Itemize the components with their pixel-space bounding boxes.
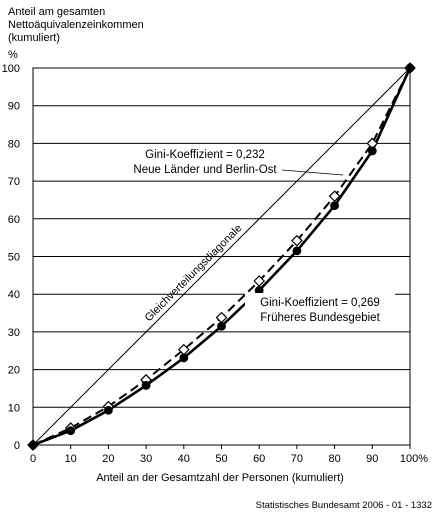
series-1-point: [215, 311, 228, 324]
series-2-point: [254, 286, 264, 295]
x-tick-label: 60: [253, 453, 265, 465]
equality-diagonal: [32, 67, 411, 446]
source-note: Statistisches Bundesamt 2006 - 01 - 1332: [256, 500, 432, 511]
series-2-label: Gini-Koeffizient = 0,269: [260, 297, 380, 309]
series-layer: [27, 62, 416, 451]
y-axis-title: Anteil am gesamtenNettoäquivalenzeinkomm…: [8, 6, 144, 44]
series-1-point: [328, 190, 341, 203]
x-axis-title: Anteil an der Gesamtzahl der Personen (k…: [96, 472, 344, 484]
y-tick-label: 80: [8, 138, 20, 150]
y-tick-label: 70: [8, 176, 20, 188]
x-tick-label: 100%: [400, 453, 428, 465]
series-2-label: Früheres Bundesgebiet: [260, 312, 380, 324]
series-1-leader-line: [281, 169, 344, 176]
y-axis-title-line: Nettoäquivalenzeinkommen: [8, 19, 144, 31]
x-tick-label: 10: [65, 453, 77, 465]
y-axis-title-line: (kumuliert): [8, 32, 60, 44]
x-tick-label: 70: [291, 453, 303, 465]
y-axis-title-line: Anteil am gesamten: [8, 6, 105, 18]
series-1-point: [253, 275, 266, 287]
y-tick-label: 0: [14, 440, 20, 452]
series-2-point: [104, 405, 113, 415]
series-2-point: [28, 440, 38, 450]
y-tick-label: 40: [8, 289, 20, 301]
series-1-label: Gini-Koeffizient = 0,232: [145, 149, 265, 161]
series-1-point: [291, 234, 303, 247]
y-tick-label: 90: [8, 101, 20, 113]
series-label-background: [245, 293, 395, 325]
series-2-point: [330, 201, 339, 211]
y-tick-label: 60: [8, 214, 20, 226]
y-tick-label: 50: [8, 252, 20, 264]
x-tick-label: 30: [140, 453, 152, 465]
series-label-background: [130, 145, 280, 177]
series-2-point: [405, 63, 415, 73]
axis-ticks: 0 10 20 30 40 50 60 70 80 90 100 0 10 20 30 40 50 60 70 80 9…: [2, 63, 429, 465]
series-2-point: [217, 321, 226, 331]
series-labels: Gini-Koeffizient = 0,232 Neue Länder und …: [130, 145, 395, 325]
series-2-point: [66, 426, 76, 436]
y-tick-label: 30: [8, 327, 20, 339]
series-2-point: [367, 146, 377, 156]
y-tick-label: 20: [8, 365, 20, 377]
y-tick-label: 100: [2, 63, 20, 75]
series-1-label: Neue Länder und Berlin-Ost: [133, 164, 277, 176]
series-2-point: [179, 353, 189, 363]
x-tick-label: 90: [366, 453, 378, 465]
x-tick-label: 80: [328, 453, 340, 465]
x-tick-label: 20: [102, 453, 114, 465]
series-2-point: [141, 381, 151, 390]
x-tick-label: 0: [30, 453, 36, 465]
x-tick-label: 50: [215, 453, 227, 465]
y-tick-label: 10: [8, 402, 20, 414]
x-tick-label: 40: [178, 453, 190, 465]
series-2-point: [292, 246, 302, 256]
y-axis-unit: %: [8, 49, 18, 61]
